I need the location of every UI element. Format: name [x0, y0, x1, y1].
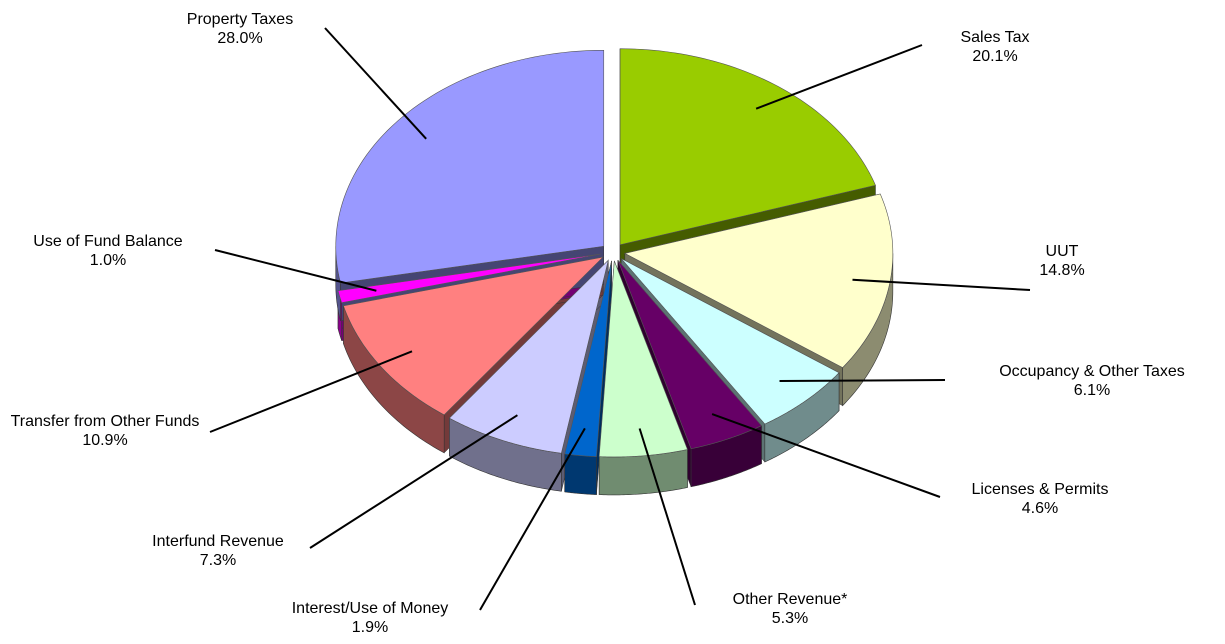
slice-value: 7.3%	[199, 552, 237, 569]
slice-name: Transfer from Other Funds	[10, 413, 200, 430]
slice-name: Interest/Use of Money	[291, 600, 449, 617]
slice-label: Interfund Revenue 7.3%	[123, 532, 313, 570]
slice	[448, 259, 609, 454]
leader-line	[479, 427, 586, 611]
slice-label: Interest/Use of Money 1.9%	[255, 599, 485, 637]
slice-value: 20.1%	[972, 48, 1018, 65]
leader-line	[209, 350, 413, 433]
slice-label: Occupancy & Other Taxes 6.1%	[962, 362, 1222, 400]
slice-name: Occupancy & Other Taxes	[999, 363, 1185, 380]
slice-value: 4.6%	[1021, 500, 1059, 517]
slice	[619, 48, 876, 246]
slice-name: Property Taxes	[186, 11, 294, 28]
slice	[598, 260, 688, 458]
slice-side	[564, 453, 597, 495]
slice-value: 1.0%	[89, 252, 127, 269]
slice-label: Transfer from Other Funds 10.9%	[10, 412, 200, 450]
slice-value: 5.3%	[771, 610, 809, 627]
slice	[337, 253, 602, 304]
slice-value: 6.1%	[1073, 382, 1111, 399]
leader-line	[309, 414, 518, 549]
slice-label: Sales Tax 20.1%	[920, 28, 1070, 66]
leader-line	[324, 27, 427, 140]
slice-label: UUT 14.8%	[1022, 242, 1102, 280]
slice-name: UUT	[1045, 243, 1079, 260]
leader-line	[214, 249, 377, 292]
slice-label: Other Revenue* 5.3%	[705, 590, 875, 628]
slice	[343, 256, 604, 416]
slice-label: Property Taxes 28.0%	[165, 10, 315, 48]
slice-value: 10.9%	[82, 432, 128, 449]
slice-name: Interfund Revenue	[152, 533, 284, 550]
leader-line	[852, 278, 1031, 291]
leaders	[209, 27, 1031, 611]
slice-label: Licenses & Permits 4.6%	[950, 480, 1130, 518]
slice-name: Licenses & Permits	[971, 481, 1109, 498]
slice-name: Sales Tax	[960, 29, 1030, 46]
slice-label: Use of Fund Balance 1.0%	[3, 232, 213, 270]
slice-value: 14.8%	[1039, 262, 1085, 279]
slice-value: 28.0%	[217, 30, 263, 47]
leader-line	[779, 379, 946, 383]
slice-value: 1.9%	[351, 619, 389, 636]
leader-line	[755, 44, 923, 110]
slice	[335, 49, 605, 284]
slice-name: Other Revenue*	[732, 591, 848, 608]
slice-tops	[335, 48, 894, 458]
slice	[621, 258, 840, 425]
slice	[617, 260, 762, 450]
leader-line	[711, 413, 941, 498]
slice-name: Use of Fund Balance	[33, 233, 183, 250]
slice	[623, 193, 894, 368]
leader-line	[638, 428, 696, 606]
